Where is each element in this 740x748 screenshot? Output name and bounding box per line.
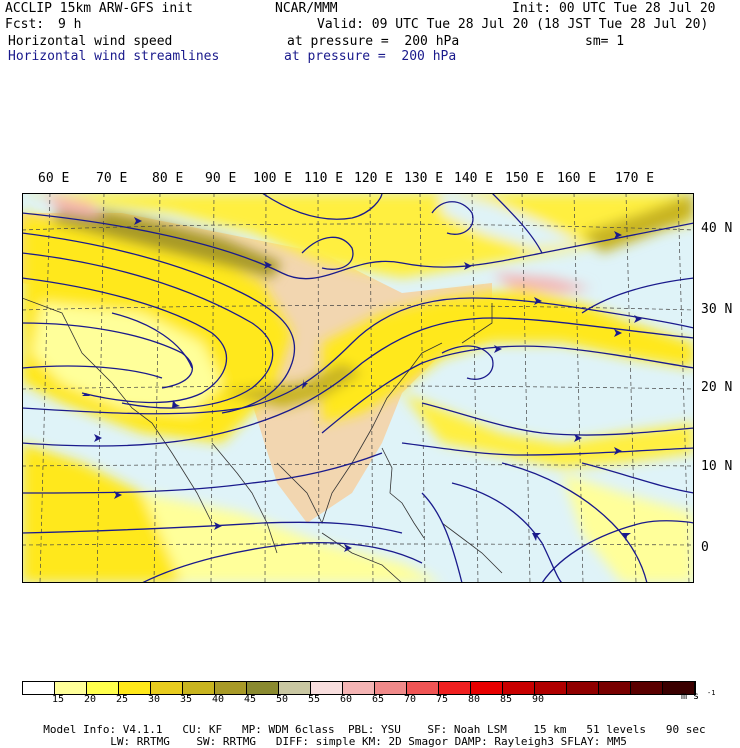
colorbar-swatch xyxy=(119,682,151,694)
colorbar-tick-label: 60 xyxy=(340,694,353,705)
sflay-scheme: SFLAY: MM5 xyxy=(560,735,627,748)
pbl-scheme: PBL: YSU xyxy=(347,723,401,736)
lon-label: 110 E xyxy=(304,171,344,186)
colorbar-tick-label: 45 xyxy=(244,694,257,705)
org-label: NCAR/MMM xyxy=(275,1,338,16)
field1-name: Horizontal wind speed xyxy=(8,34,173,49)
mp-scheme: MP: WDM 6class xyxy=(241,723,335,736)
colorbar-swatch xyxy=(151,682,183,694)
colorbar xyxy=(22,681,696,695)
grid-resolution: 15 km xyxy=(533,723,567,736)
colorbar-tick-label: 90 xyxy=(532,694,545,705)
sf-scheme: SF: Noah LSM xyxy=(427,723,507,736)
streamline-arrows xyxy=(82,217,642,552)
sm-label: sm= 1 xyxy=(585,34,625,49)
colorbar-tick-label: 40 xyxy=(212,694,225,705)
colorbar-units-exponent: -1 xyxy=(707,689,716,697)
colorbar-swatch xyxy=(23,682,55,694)
colorbar-tick-label: 55 xyxy=(308,694,321,705)
model-info: Model Info: V4.1.1 xyxy=(43,723,163,736)
colorbar-units: m s xyxy=(681,691,700,702)
colorbar-swatch xyxy=(87,682,119,694)
vertical-levels: 51 levels xyxy=(586,723,647,736)
colorbar-tick-label: 15 xyxy=(52,694,65,705)
colorbar-swatch xyxy=(631,682,663,694)
lw-scheme: LW: RRTMG xyxy=(110,735,170,748)
colorbar-tick-label: 20 xyxy=(84,694,97,705)
colorbar-swatch xyxy=(599,682,631,694)
colorbar-swatch xyxy=(567,682,599,694)
colorbar-swatch xyxy=(503,682,535,694)
field2-level: at pressure = 200 hPa xyxy=(284,49,457,64)
colorbar-swatch xyxy=(311,682,343,694)
footer-line2: LW: RRTMG SW: RRTMG DIFF: simple KM: 2D … xyxy=(97,724,627,748)
lat-label: 30 N xyxy=(701,302,733,317)
streamlines xyxy=(22,193,694,583)
graticule xyxy=(22,193,694,583)
lon-label: 160 E xyxy=(557,171,597,186)
colorbar-swatch xyxy=(279,682,311,694)
colorbar-swatch xyxy=(215,682,247,694)
cu-scheme: CU: KF xyxy=(182,723,223,736)
colorbar-swatch xyxy=(663,682,695,694)
colorbar-tick-label: 65 xyxy=(372,694,385,705)
footer-line1: Model Info: V4.1.1 CU: KF MP: WDM 6class… xyxy=(30,712,706,736)
lon-label: 70 E xyxy=(96,171,128,186)
colorbar-tick-label: 80 xyxy=(468,694,481,705)
damp-scheme: DAMP: Rayleigh3 xyxy=(454,735,555,748)
colorbar-swatch xyxy=(183,682,215,694)
lon-label: 80 E xyxy=(152,171,184,186)
lon-label: 150 E xyxy=(505,171,545,186)
colorbar-tick-label: 75 xyxy=(436,694,449,705)
model-title: ACCLIP 15km ARW-GFS init xyxy=(5,1,193,16)
lat-label: 20 N xyxy=(701,380,733,395)
valid-time: Valid: 09 UTC Tue 28 Jul 20 (18 JST Tue … xyxy=(317,17,709,32)
fcst-label: Fcst: xyxy=(5,17,45,32)
fcst-value: 9 h xyxy=(58,17,82,32)
lon-label: 170 E xyxy=(615,171,655,186)
lat-label: 0 xyxy=(701,540,709,555)
colorbar-tick-label: 70 xyxy=(404,694,417,705)
map-frame xyxy=(22,193,694,583)
lon-label: 60 E xyxy=(38,171,70,186)
lon-label: 100 E xyxy=(253,171,293,186)
time-step: 90 sec xyxy=(665,723,706,736)
lon-label: 140 E xyxy=(454,171,494,186)
lat-label: 40 N xyxy=(701,221,733,236)
colorbar-swatch xyxy=(375,682,407,694)
colorbar-tick-label: 35 xyxy=(180,694,193,705)
colorbar-swatch xyxy=(535,682,567,694)
field1-level: at pressure = 200 hPa xyxy=(287,34,460,49)
lon-label: 130 E xyxy=(404,171,444,186)
colorbar-tick-label: 25 xyxy=(116,694,129,705)
lon-label: 120 E xyxy=(354,171,394,186)
colorbar-swatch xyxy=(247,682,279,694)
sw-scheme: SW: RRTMG xyxy=(196,735,256,748)
colorbar-swatch xyxy=(471,682,503,694)
km-scheme: KM: 2D Smagor xyxy=(361,735,449,748)
diff-scheme: DIFF: simple xyxy=(275,735,356,748)
colorbar-tick-label: 50 xyxy=(276,694,289,705)
colorbar-swatch xyxy=(55,682,87,694)
lat-label: 10 N xyxy=(701,459,733,474)
colorbar-tick-label: 30 xyxy=(148,694,161,705)
colorbar-swatch xyxy=(439,682,471,694)
lon-label: 90 E xyxy=(205,171,237,186)
field2-name: Horizontal wind streamlines xyxy=(8,49,220,64)
colorbar-tick-label: 85 xyxy=(500,694,513,705)
colorbar-swatch xyxy=(343,682,375,694)
wind-map xyxy=(22,193,694,583)
init-time: Init: 00 UTC Tue 28 Jul 20 xyxy=(512,1,716,16)
colorbar-swatch xyxy=(407,682,439,694)
